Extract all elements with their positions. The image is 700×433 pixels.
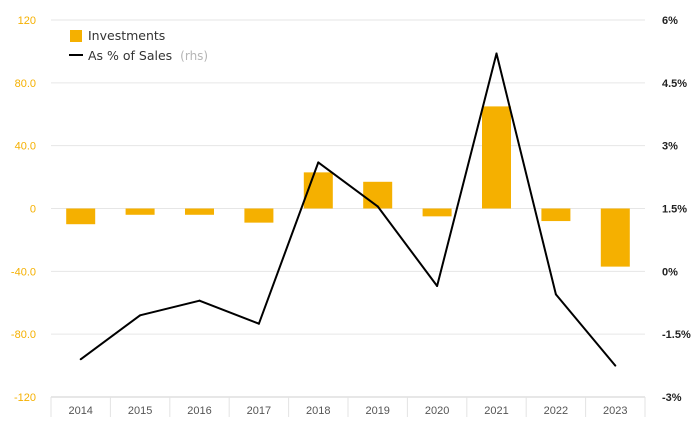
x-tick-label-2015: 2015 xyxy=(128,405,152,417)
x-tick-label-2021: 2021 xyxy=(484,405,508,417)
x-tick-label-2017: 2017 xyxy=(247,405,271,417)
x-tick-label-2022: 2022 xyxy=(544,405,568,417)
legend: Investments As % of Sales (rhs) xyxy=(69,28,208,63)
bar-2022 xyxy=(541,208,571,222)
line-series-sales-percent xyxy=(80,52,617,367)
right-tick-label: 3% xyxy=(662,141,678,153)
line-point-2020 xyxy=(436,284,439,287)
line-point-2016 xyxy=(198,299,201,302)
legend-line-label-note: (rhs) xyxy=(180,49,208,63)
bar-2016 xyxy=(185,208,214,215)
investment-bars xyxy=(66,106,630,267)
legend-line-label-main: As % of Sales xyxy=(88,48,172,63)
left-axis: 120 80.0 40.0 0 -40.0 -80.0 -120 xyxy=(11,15,36,404)
bar-2020 xyxy=(422,208,452,217)
sales-percent-line xyxy=(79,52,617,367)
right-tick-label: 1.5% xyxy=(662,204,687,216)
right-tick-label: 6% xyxy=(662,15,678,27)
right-tick-label: -1.5% xyxy=(662,329,691,341)
x-tick-label-2014: 2014 xyxy=(68,405,92,417)
left-tick-label: 40.0 xyxy=(15,141,36,153)
bar-2015 xyxy=(125,208,155,215)
x-tick-label-2023: 2023 xyxy=(603,405,627,417)
right-tick-label: 4.5% xyxy=(662,78,687,90)
legend-line-label: As % of Sales (rhs) xyxy=(88,48,208,63)
right-tick-label: 0% xyxy=(662,266,678,278)
legend-investments-label: Investments xyxy=(88,28,165,43)
line-point-2015 xyxy=(139,314,142,317)
x-tick-label-2016: 2016 xyxy=(187,405,211,417)
x-tick-label-2020: 2020 xyxy=(425,405,449,417)
line-point-2019 xyxy=(376,205,379,208)
left-tick-label: -40.0 xyxy=(11,266,36,278)
legend-bar-swatch xyxy=(70,30,82,42)
bar-2014 xyxy=(66,208,96,225)
bar-2021 xyxy=(482,106,511,209)
left-tick-label: -80.0 xyxy=(11,329,36,341)
line-point-2021 xyxy=(495,52,498,55)
x-tick-label-2018: 2018 xyxy=(306,405,330,417)
bar-2019 xyxy=(363,181,393,209)
bar-2023 xyxy=(600,208,630,267)
line-point-2022 xyxy=(554,293,557,296)
left-tick-label: -120 xyxy=(14,392,36,404)
line-point-2018 xyxy=(317,161,320,164)
left-tick-label: 0 xyxy=(30,204,36,216)
right-axis: 6% 4.5% 3% 1.5% 0% -1.5% -3% xyxy=(662,15,691,404)
line-point-2017 xyxy=(257,322,260,325)
x-axis: 2014 2015 2016 2017 2018 2019 2020 2021 2022 2023 xyxy=(50,396,646,417)
line-point-2014 xyxy=(79,358,82,361)
x-tick-label-2019: 2019 xyxy=(365,405,389,417)
left-tick-label: 120 xyxy=(18,15,36,27)
bar-2017 xyxy=(244,208,274,223)
left-tick-label: 80.0 xyxy=(15,78,36,90)
line-point-2023 xyxy=(614,364,617,367)
right-tick-label: -3% xyxy=(662,392,682,404)
